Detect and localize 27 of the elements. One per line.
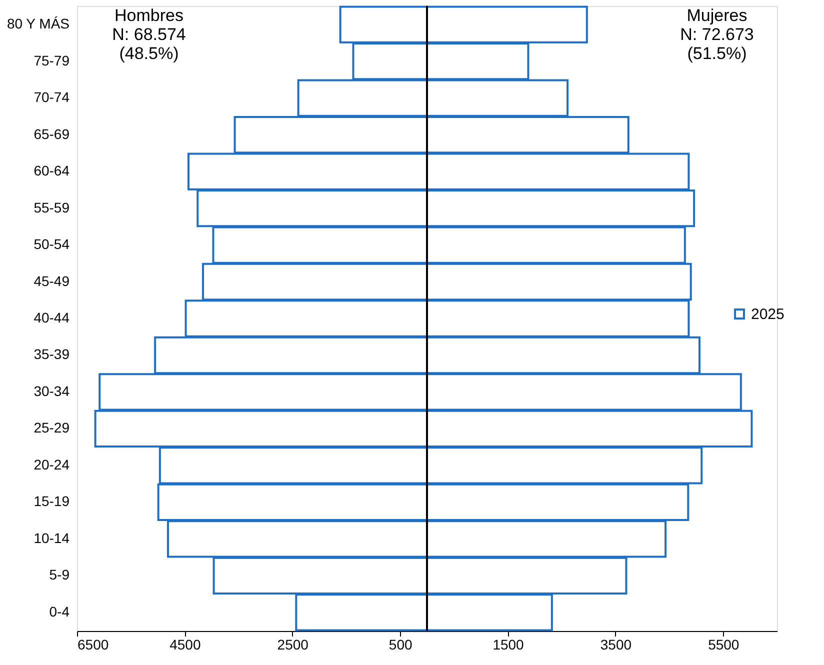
y-tick-label: 25-29 [34, 420, 70, 436]
annotation: Mujeres N: 72.673 (51.5%) [680, 6, 754, 63]
legend-label: 2025 [751, 306, 784, 323]
x-tick-label: 4500 [170, 636, 201, 652]
y-tick-label: 40-44 [34, 310, 70, 326]
y-tick-label: 60-64 [34, 162, 70, 179]
x-tick-label: 500 [388, 636, 412, 652]
y-tick-label: 5-9 [49, 566, 70, 583]
y-tick-label: 30-34 [34, 382, 70, 399]
y-tick-label: 65-69 [34, 126, 70, 142]
y-tick-label: 20-24 [34, 456, 70, 472]
annotation: Hombres N: 68.574 (48.5%) [112, 6, 186, 63]
y-tick-label: 50-54 [34, 236, 70, 252]
y-tick-label: 75-79 [34, 52, 70, 68]
y-tick-label: 15-19 [34, 493, 70, 510]
x-tick-label: 5500 [708, 636, 740, 652]
y-tick-label: 70-74 [34, 89, 70, 106]
y-tick-label: 35-39 [34, 346, 70, 362]
y-tick-label: 55-59 [34, 199, 70, 216]
y-tick-label: 45-49 [34, 272, 70, 289]
x-tick-label: 1500 [492, 636, 524, 652]
x-tick-label: 3500 [600, 636, 632, 652]
x-tick-label: 6500 [78, 636, 109, 652]
x-tick-label: 2500 [277, 636, 309, 652]
y-tick-label: 0-4 [49, 603, 70, 620]
y-tick-label: 10-14 [34, 530, 70, 546]
y-tick-label: 80 Y MÁS [6, 16, 70, 32]
